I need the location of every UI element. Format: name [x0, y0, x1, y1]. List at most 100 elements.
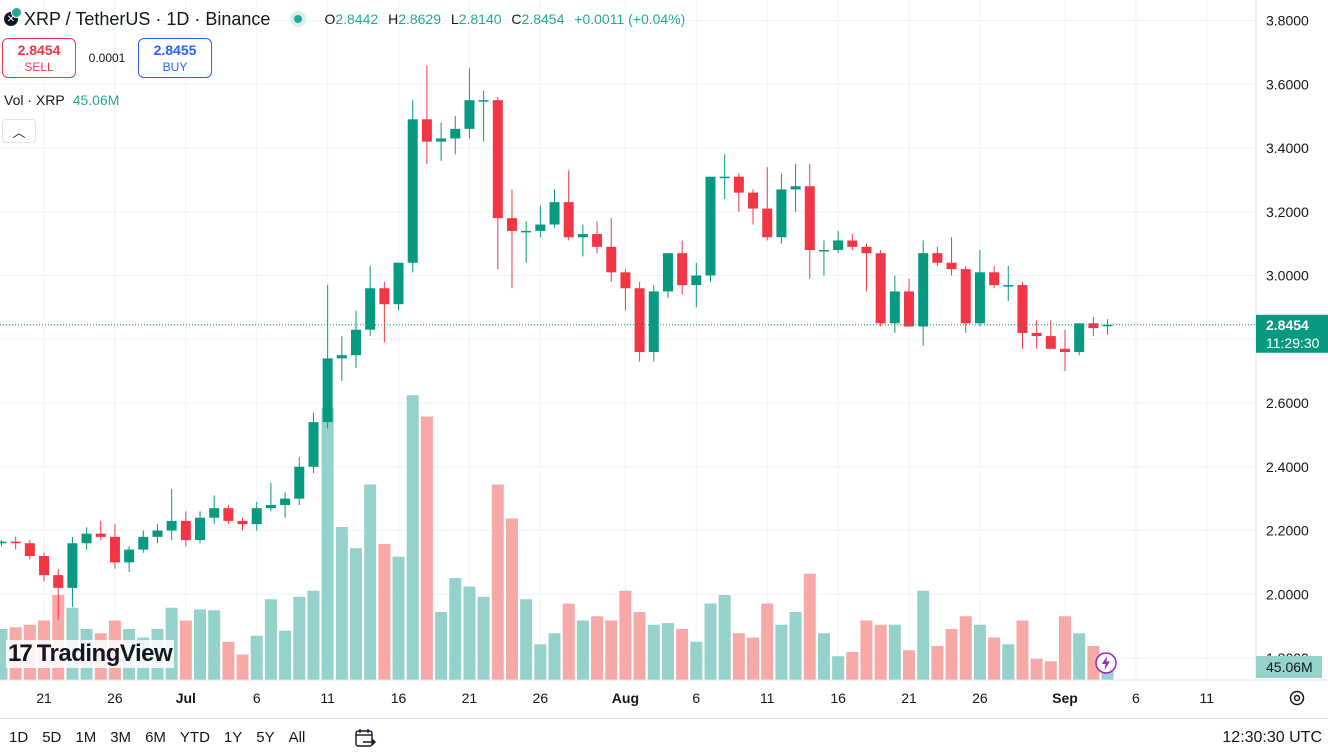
range-all[interactable]: All: [288, 729, 306, 746]
trade-panel: 2.8454 SELL 0.0001 2.8455 BUY: [2, 38, 212, 78]
candle: [705, 176, 716, 282]
volume-bar: [704, 603, 717, 680]
volume-bar: [194, 609, 207, 680]
candle-body: [719, 176, 730, 179]
candle-body: [81, 533, 92, 544]
candle-body: [1003, 285, 1014, 287]
range-6m[interactable]: 6M: [145, 729, 166, 746]
candle-body: [677, 253, 688, 286]
volume-bar: [1059, 616, 1071, 680]
candle: [521, 221, 532, 263]
candle: [592, 221, 603, 254]
candle: [265, 482, 276, 512]
candle: [322, 285, 333, 429]
price-tick-label: 2.4000: [1266, 459, 1309, 475]
volume-legend[interactable]: Vol · XRP 45.06M: [4, 92, 119, 108]
candle: [648, 285, 659, 362]
logo-text: TradingView: [36, 640, 173, 667]
range-1d[interactable]: 1D: [9, 729, 29, 746]
volume-bar: [860, 620, 873, 680]
range-3m[interactable]: 3M: [110, 729, 132, 746]
candle: [889, 275, 900, 333]
candle: [492, 97, 503, 270]
price-chart[interactable]: 1.80002.00002.20002.40002.60002.80003.00…: [0, 0, 1328, 718]
volume-bar: [548, 633, 561, 680]
volume-bar: [888, 624, 901, 680]
volume-bar: [591, 616, 604, 680]
time-tick-label: 6: [1132, 690, 1140, 706]
tradingview-mark-icon: 17: [8, 640, 33, 667]
candle-body: [818, 250, 829, 252]
candle-body: [946, 262, 957, 270]
range-5d[interactable]: 5D: [42, 729, 62, 746]
candle-body: [606, 246, 617, 273]
price-tick-label: 2.2000: [1266, 523, 1309, 539]
candle-body: [904, 291, 915, 327]
last-price-label: 2.8454: [1266, 317, 1309, 333]
candle-body: [265, 505, 276, 509]
volume-bar: [1044, 661, 1057, 680]
volume-bar: [1101, 668, 1114, 680]
candle: [606, 218, 617, 282]
market-open-icon[interactable]: [290, 11, 307, 27]
volume-bar: [505, 518, 518, 680]
candle-body: [280, 498, 291, 505]
candle: [762, 167, 773, 241]
candle-body: [1088, 323, 1099, 329]
lightning-icon[interactable]: [1094, 651, 1118, 675]
candle: [280, 492, 291, 518]
clock-utc[interactable]: 12:30:30 UTC: [1222, 729, 1322, 746]
calendar-icon[interactable]: [354, 727, 376, 749]
range-1m[interactable]: 1M: [75, 729, 97, 746]
candle: [847, 234, 858, 250]
time-tick-label: 26: [107, 690, 123, 706]
open-label: O: [324, 11, 336, 27]
candle: [691, 262, 702, 308]
volume-bar: [661, 623, 674, 680]
chart-settings-icon[interactable]: [1287, 688, 1307, 708]
volume-bar: [208, 610, 221, 680]
candle: [152, 524, 163, 544]
range-5y[interactable]: 5Y: [256, 729, 275, 746]
candle: [223, 505, 234, 525]
candle: [563, 170, 574, 241]
collapse-legend-button[interactable]: ︿: [2, 119, 36, 143]
candle-body: [365, 288, 376, 330]
tradingview-logo[interactable]: 17 TradingView: [6, 640, 175, 668]
sell-button[interactable]: 2.8454 SELL: [2, 38, 76, 78]
volume-bar: [846, 651, 859, 680]
change-value: +0.0011 (+0.04%): [574, 11, 686, 27]
volume-bar: [420, 416, 433, 680]
time-range-selector: 1D 5D 1M 3M 6M YTD 1Y 5Y All: [9, 729, 319, 746]
candle-body: [294, 466, 305, 499]
time-tick-label: 26: [533, 690, 549, 706]
candle-body: [195, 517, 206, 541]
symbol-title[interactable]: XRP / TetherUS · 1D · Binance: [24, 8, 271, 29]
ohlc-legend: O2.8442 H2.8629 L2.8140 C2.8454 +0.0011 …: [324, 11, 685, 27]
candle-body: [1102, 324, 1113, 327]
volume-bar: [676, 629, 689, 680]
volume-bar: [775, 624, 788, 680]
candle: [464, 68, 475, 139]
range-1y[interactable]: 1Y: [223, 729, 243, 746]
candle: [946, 237, 957, 276]
candle-body: [620, 272, 631, 289]
candle: [1060, 329, 1070, 372]
time-axis[interactable]: 21 26 Jul 6 11 16 21 26 Aug 6 11 16 21 26 Sep 6 11: [0, 679, 1328, 706]
candle-body: [436, 138, 447, 142]
candle: [790, 163, 801, 212]
candle: [24, 540, 35, 560]
candle: [677, 240, 688, 295]
candle: [67, 536, 78, 607]
candle-body: [166, 520, 177, 531]
candle: [1088, 316, 1099, 337]
price-tick-label: 3.4000: [1266, 140, 1309, 156]
volume-bar: [463, 586, 476, 680]
candle: [53, 568, 64, 620]
candle: [209, 495, 220, 525]
range-ytd[interactable]: YTD: [179, 729, 210, 746]
buy-button[interactable]: 2.8455 BUY: [138, 38, 212, 78]
price-tick-label: 3.2000: [1266, 204, 1309, 220]
volume-bar: [803, 573, 816, 680]
volume-bar: [364, 484, 377, 680]
